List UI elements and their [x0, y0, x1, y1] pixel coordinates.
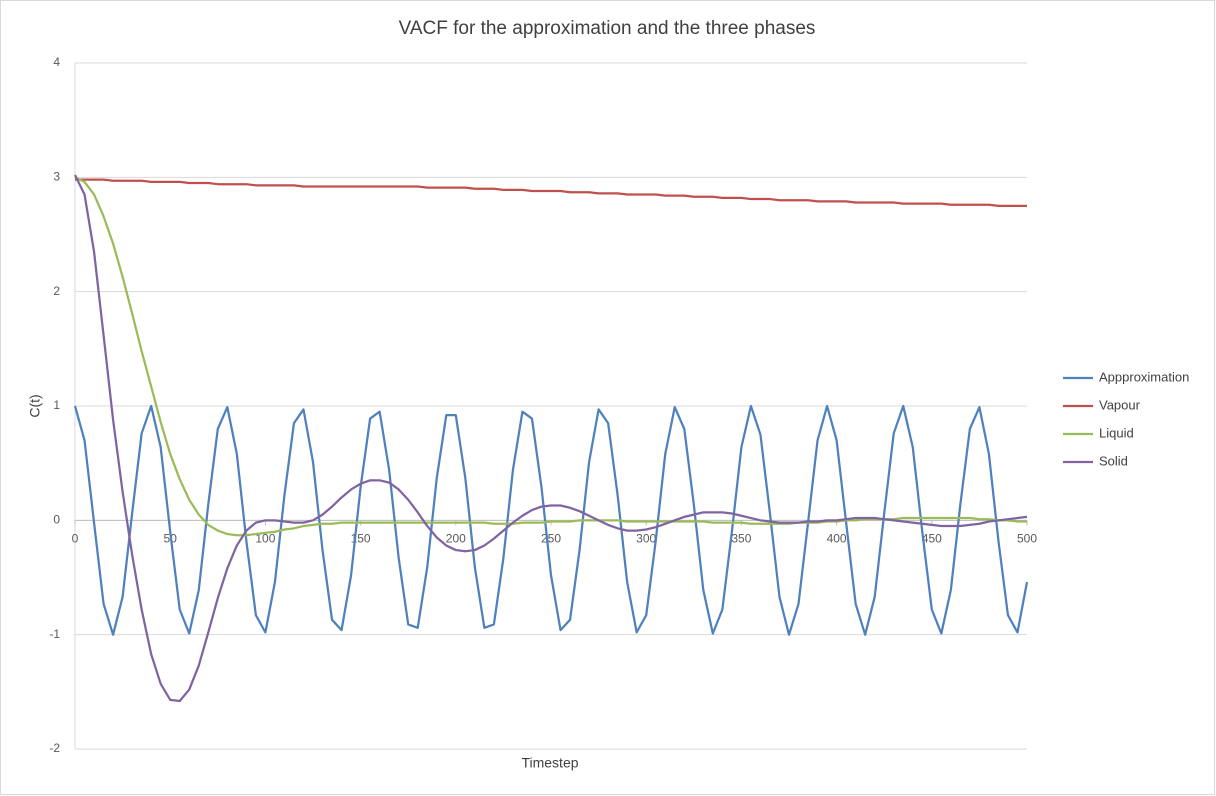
y-tick-label: -2: [49, 741, 60, 755]
legend-label: Appproximation: [1099, 369, 1189, 384]
chart-title: VACF for the approximation and the three…: [399, 18, 816, 39]
x-tick-label: 400: [827, 532, 847, 546]
y-tick-label: 1: [53, 398, 60, 412]
series-line: [75, 178, 1027, 208]
y-tick-label: -1: [49, 627, 60, 641]
legend-label: Solid: [1099, 453, 1128, 468]
legend-label: Liquid: [1099, 425, 1134, 440]
y-tick-label: 2: [53, 284, 60, 298]
x-tick-label: 0: [72, 532, 79, 546]
x-tick-label: 350: [731, 532, 751, 546]
series-line: [73, 404, 1029, 636]
x-tick-label: 500: [1017, 532, 1037, 546]
y-tick-label: 3: [53, 170, 60, 184]
x-tick-label: 200: [446, 532, 466, 546]
series-line: [74, 176, 1027, 537]
x-axis-title: Timestep: [521, 755, 578, 771]
y-axis-title: C(t): [27, 394, 43, 417]
x-tick-label: 100: [255, 532, 275, 546]
legend-label: Vapour: [1099, 397, 1141, 412]
y-tick-label: 0: [53, 513, 60, 527]
y-tick-label: 4: [53, 55, 60, 69]
x-tick-label: 450: [922, 532, 942, 546]
series-line: [73, 174, 1028, 703]
x-tick-label: 250: [541, 532, 561, 546]
x-tick-label: 300: [636, 532, 656, 546]
